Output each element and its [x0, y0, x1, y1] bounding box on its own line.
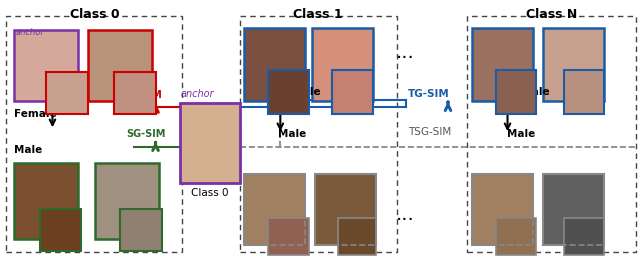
Text: anchor: anchor	[180, 89, 214, 99]
Text: Class 1: Class 1	[293, 8, 343, 21]
Text: TSG-SIM: TSG-SIM	[408, 127, 452, 137]
Bar	[315, 174, 376, 245]
Bar	[244, 28, 305, 101]
Text: anchor: anchor	[16, 28, 45, 37]
Bar	[564, 70, 604, 114]
Bar	[240, 16, 397, 252]
Bar	[543, 174, 604, 245]
Bar	[472, 174, 533, 245]
Bar	[244, 174, 305, 245]
Text: Class 0: Class 0	[70, 8, 120, 21]
Bar	[332, 70, 373, 114]
Bar	[472, 28, 533, 101]
Bar	[338, 218, 376, 255]
Bar	[180, 103, 240, 183]
Text: Female: Female	[278, 87, 321, 97]
Text: ...: ...	[396, 43, 415, 62]
Bar	[40, 209, 81, 251]
Bar	[95, 163, 159, 239]
Bar	[315, 174, 376, 245]
Bar	[114, 72, 156, 114]
Text: ...: ...	[396, 205, 415, 224]
Text: Class 0: Class 0	[191, 188, 228, 198]
Bar	[88, 30, 152, 101]
Bar	[467, 16, 636, 252]
Bar	[496, 218, 536, 255]
Bar	[268, 218, 309, 255]
Text: TG-SIM: TG-SIM	[408, 89, 450, 99]
Text: Male: Male	[14, 145, 42, 155]
Bar	[472, 174, 533, 245]
Bar	[312, 28, 373, 101]
Text: Male: Male	[278, 129, 307, 139]
Text: Male: Male	[507, 129, 535, 139]
Bar	[120, 209, 162, 251]
Text: Class N: Class N	[526, 8, 577, 21]
Text: SG-SIM: SG-SIM	[126, 129, 166, 139]
Bar	[564, 218, 604, 255]
Bar	[268, 70, 309, 114]
Bar	[14, 163, 78, 239]
Bar	[543, 174, 604, 245]
Bar	[543, 28, 604, 101]
Bar	[6, 16, 182, 252]
Text: Female: Female	[14, 109, 57, 119]
Bar	[14, 30, 78, 101]
Bar	[496, 70, 536, 114]
Bar	[46, 72, 88, 114]
Bar	[244, 174, 305, 245]
Text: Female: Female	[507, 87, 550, 97]
Text: IG-SIM: IG-SIM	[126, 90, 162, 100]
